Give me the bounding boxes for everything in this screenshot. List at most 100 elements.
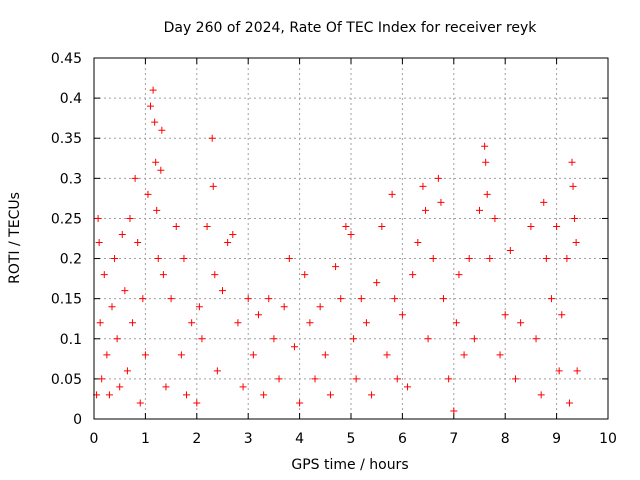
data-point <box>285 255 293 263</box>
data-point <box>239 383 247 391</box>
y-tick-label: 0.45 <box>51 51 82 67</box>
data-point <box>316 303 324 311</box>
data-point <box>470 335 478 343</box>
data-point <box>452 319 460 327</box>
data-point <box>352 375 360 383</box>
data-point <box>113 335 121 343</box>
data-point <box>573 367 581 375</box>
data-point <box>553 222 561 230</box>
data-point <box>265 295 273 303</box>
data-point <box>131 174 139 182</box>
data-point <box>506 247 514 255</box>
data-point <box>326 391 334 399</box>
data-point <box>249 351 257 359</box>
grid-lines <box>94 58 608 419</box>
data-point <box>311 375 319 383</box>
data-point <box>229 230 237 238</box>
y-axis-label: ROTI / TECUs <box>7 192 23 284</box>
y-tick-label: 0.2 <box>60 252 82 268</box>
data-point <box>350 335 358 343</box>
data-point <box>404 383 412 391</box>
data-point <box>537 391 545 399</box>
data-point <box>542 255 550 263</box>
data-point <box>568 158 576 166</box>
x-tick-label: 9 <box>552 431 561 447</box>
x-tick-label: 6 <box>398 431 407 447</box>
data-point <box>198 335 206 343</box>
data-point <box>144 190 152 198</box>
data-point <box>244 295 252 303</box>
data-point <box>460 351 468 359</box>
data-point <box>301 271 309 279</box>
data-point <box>270 335 278 343</box>
x-tick-label: 3 <box>244 431 253 447</box>
y-tick-label: 0 <box>73 412 82 428</box>
data-point <box>123 367 131 375</box>
data-point <box>532 335 540 343</box>
data-point <box>195 303 203 311</box>
axes: 0 0.05 0.1 0.15 0.2 0.25 0.3 0.35 0.4 0.45 0 1 2 3 4 5 6… <box>51 51 617 447</box>
data-point <box>280 303 288 311</box>
data-point <box>368 391 376 399</box>
data-point <box>116 383 124 391</box>
data-point <box>342 222 350 230</box>
plot-frame <box>93 57 609 420</box>
data-point <box>111 255 119 263</box>
data-point <box>154 255 162 263</box>
data-point <box>540 198 548 206</box>
data-point <box>275 375 283 383</box>
data-point <box>565 399 573 407</box>
data-point <box>445 375 453 383</box>
data-point <box>347 230 355 238</box>
data-point <box>141 351 149 359</box>
data-point <box>483 190 491 198</box>
data-point <box>476 206 483 214</box>
data-point <box>209 182 217 190</box>
data-point <box>422 206 430 214</box>
data-point <box>419 182 427 190</box>
x-tick-label: 10 <box>599 431 617 447</box>
data-point <box>362 319 370 327</box>
x-tick-label: 7 <box>449 431 458 447</box>
data-point <box>357 295 365 303</box>
data-point <box>391 295 399 303</box>
x-tick-label: 4 <box>295 431 304 447</box>
data-point <box>95 239 103 247</box>
data-point <box>511 375 519 383</box>
data-point <box>147 102 155 110</box>
data-point <box>219 287 226 295</box>
data-point <box>332 263 340 271</box>
x-tick-label: 0 <box>90 431 99 447</box>
data-point <box>321 351 329 359</box>
data-point <box>100 271 108 279</box>
data-point <box>188 319 196 327</box>
data-point <box>455 271 463 279</box>
y-tick-label: 0.25 <box>51 211 82 227</box>
data-point <box>260 391 268 399</box>
data-point <box>569 182 577 190</box>
data-point <box>121 287 129 295</box>
data-point <box>129 319 137 327</box>
data-point <box>98 375 106 383</box>
data-points <box>93 86 581 415</box>
data-point <box>108 303 116 311</box>
data-point <box>414 239 422 247</box>
data-point <box>383 351 391 359</box>
data-point <box>527 222 535 230</box>
data-point <box>393 375 401 383</box>
x-tick-label: 5 <box>347 431 356 447</box>
data-point <box>465 255 473 263</box>
data-point <box>434 174 442 182</box>
data-point <box>136 399 144 407</box>
y-tick-label: 0.1 <box>60 332 82 348</box>
data-point <box>378 222 386 230</box>
data-point <box>501 311 509 319</box>
data-point <box>496 351 504 359</box>
data-point <box>424 335 432 343</box>
data-point <box>306 319 314 327</box>
data-point <box>208 134 216 142</box>
data-point <box>152 158 160 166</box>
data-point <box>180 255 188 263</box>
x-axis-label: GPS time / hours <box>291 457 408 473</box>
